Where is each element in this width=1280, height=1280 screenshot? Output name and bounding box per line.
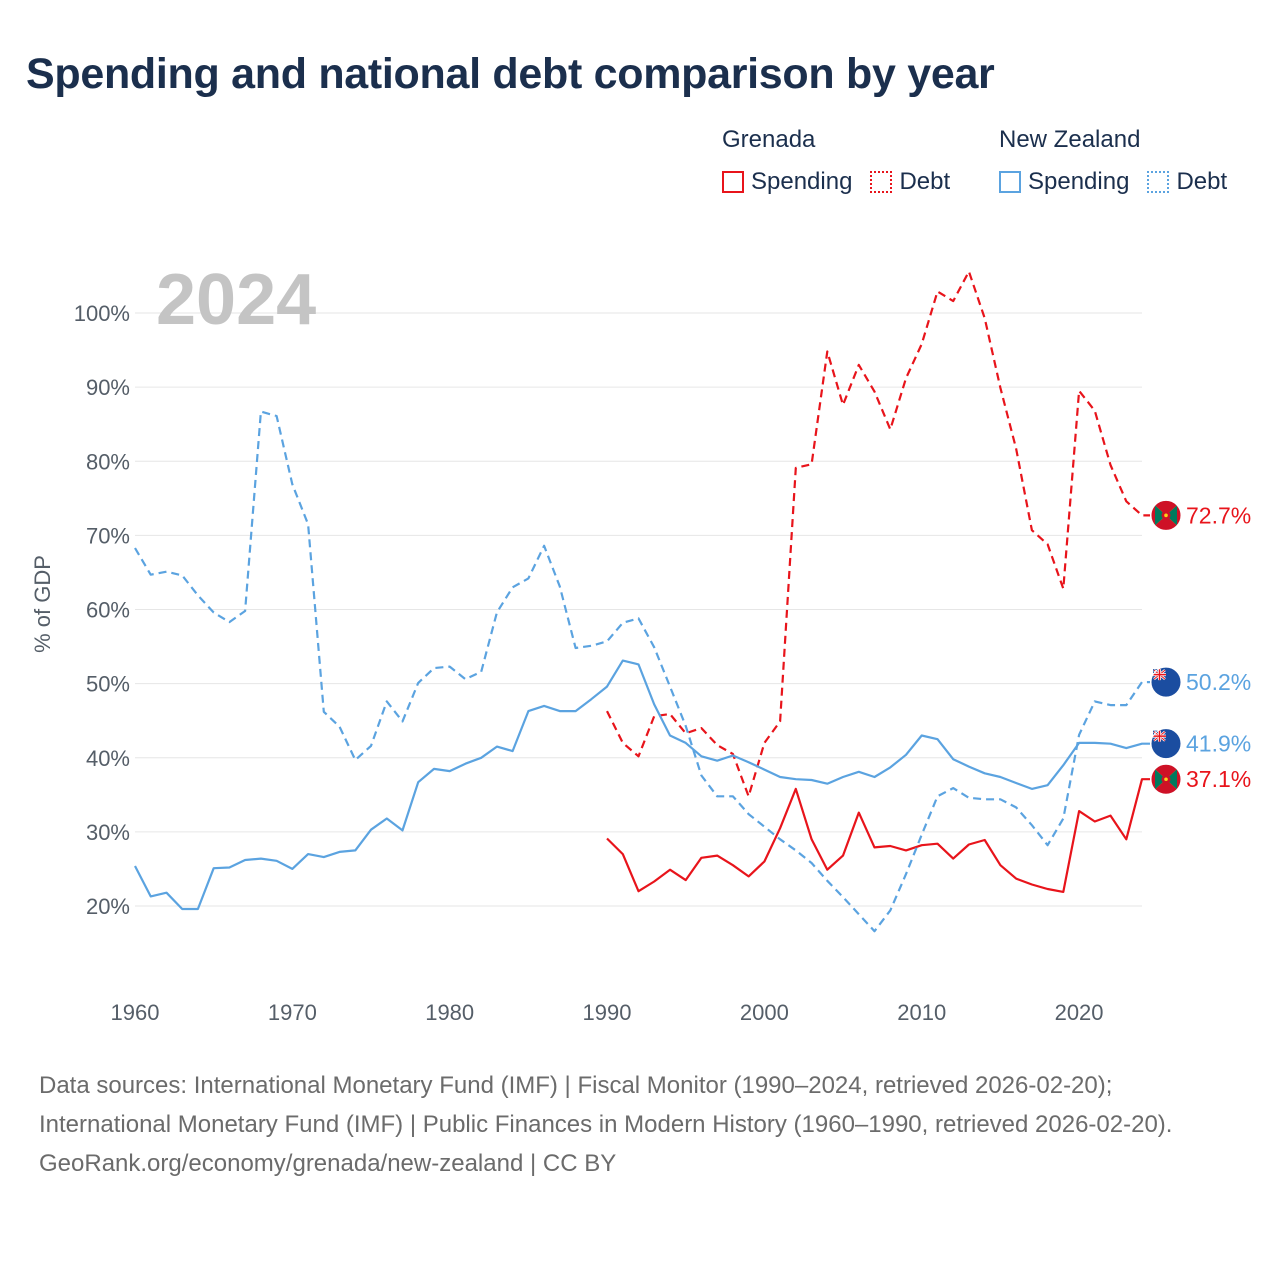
end-value-label: 50.2% (1186, 669, 1251, 695)
y-tick-label: 70% (86, 523, 130, 548)
credit-link[interactable]: GeoRank.org/economy/grenada/new-zealand … (39, 1150, 617, 1177)
legend-label: Spending (751, 168, 853, 195)
legend-label: Debt (899, 168, 951, 195)
y-tick-label: 60% (86, 598, 130, 623)
series-line-grenada-debt[interactable] (606, 270, 1150, 798)
series-line-new-zealand-spending[interactable] (134, 659, 1150, 911)
x-tick-label: 2020 (1055, 1000, 1104, 1025)
new-zealand-flag-icon (1150, 666, 1182, 698)
legend-label: Debt (1176, 168, 1228, 195)
y-tick-label: 90% (86, 375, 130, 400)
y-tick-label: 40% (86, 746, 130, 771)
end-value-label: 72.7% (1186, 502, 1251, 528)
chart-title: Spending and national debt comparison by… (26, 50, 995, 98)
legend-item-grenada-spending[interactable]: Spending (722, 168, 852, 196)
x-tick-label: 2000 (740, 1000, 789, 1025)
legend-new-zealand: New Zealand Spending Debt (999, 125, 1245, 197)
x-tick-label: 1960 (111, 1000, 160, 1025)
y-tick-label: 80% (86, 449, 130, 474)
x-tick-label: 2010 (897, 1000, 946, 1025)
y-tick-label: 30% (86, 820, 130, 845)
series-line-new-zealand-debt[interactable] (134, 410, 1150, 933)
legend-label: Spending (1028, 168, 1130, 195)
legend-swatch-dotted-icon (1147, 171, 1170, 193)
legend-country-grenada: Grenada (722, 126, 816, 153)
end-value-label: 37.1% (1186, 766, 1251, 792)
grenada-flag-icon (1150, 499, 1182, 531)
y-tick-label: 20% (86, 894, 130, 919)
series-line-grenada-spending[interactable] (606, 778, 1150, 894)
new-zealand-flag-icon (1150, 728, 1182, 760)
x-tick-label: 1970 (268, 1000, 317, 1025)
legend-item-nz-spending[interactable]: Spending (999, 168, 1129, 196)
y-tick-label: 100% (74, 301, 130, 326)
y-tick-label: 50% (86, 672, 130, 697)
year-watermark: 2024 (156, 260, 316, 340)
legend-item-nz-debt[interactable]: Debt (1147, 168, 1227, 196)
x-tick-label: 1980 (425, 1000, 474, 1025)
legend-swatch-solid-icon (722, 171, 744, 193)
legend-item-grenada-debt[interactable]: Debt (870, 168, 950, 196)
legend-swatch-dotted-icon (870, 171, 893, 193)
legend-swatch-solid-icon (999, 171, 1021, 193)
footer: Data sources: International Monetary Fun… (39, 1066, 1239, 1183)
x-tick-label: 1990 (583, 1000, 632, 1025)
legend-country-new-zealand: New Zealand (999, 126, 1141, 153)
end-value-label: 41.9% (1186, 731, 1251, 757)
data-sources: Data sources: International Monetary Fun… (39, 1072, 1173, 1138)
y-axis-label: % of GDP (30, 555, 55, 653)
grenada-flag-icon (1150, 763, 1182, 795)
legend-grenada: Grenada Spending Debt (722, 125, 968, 197)
